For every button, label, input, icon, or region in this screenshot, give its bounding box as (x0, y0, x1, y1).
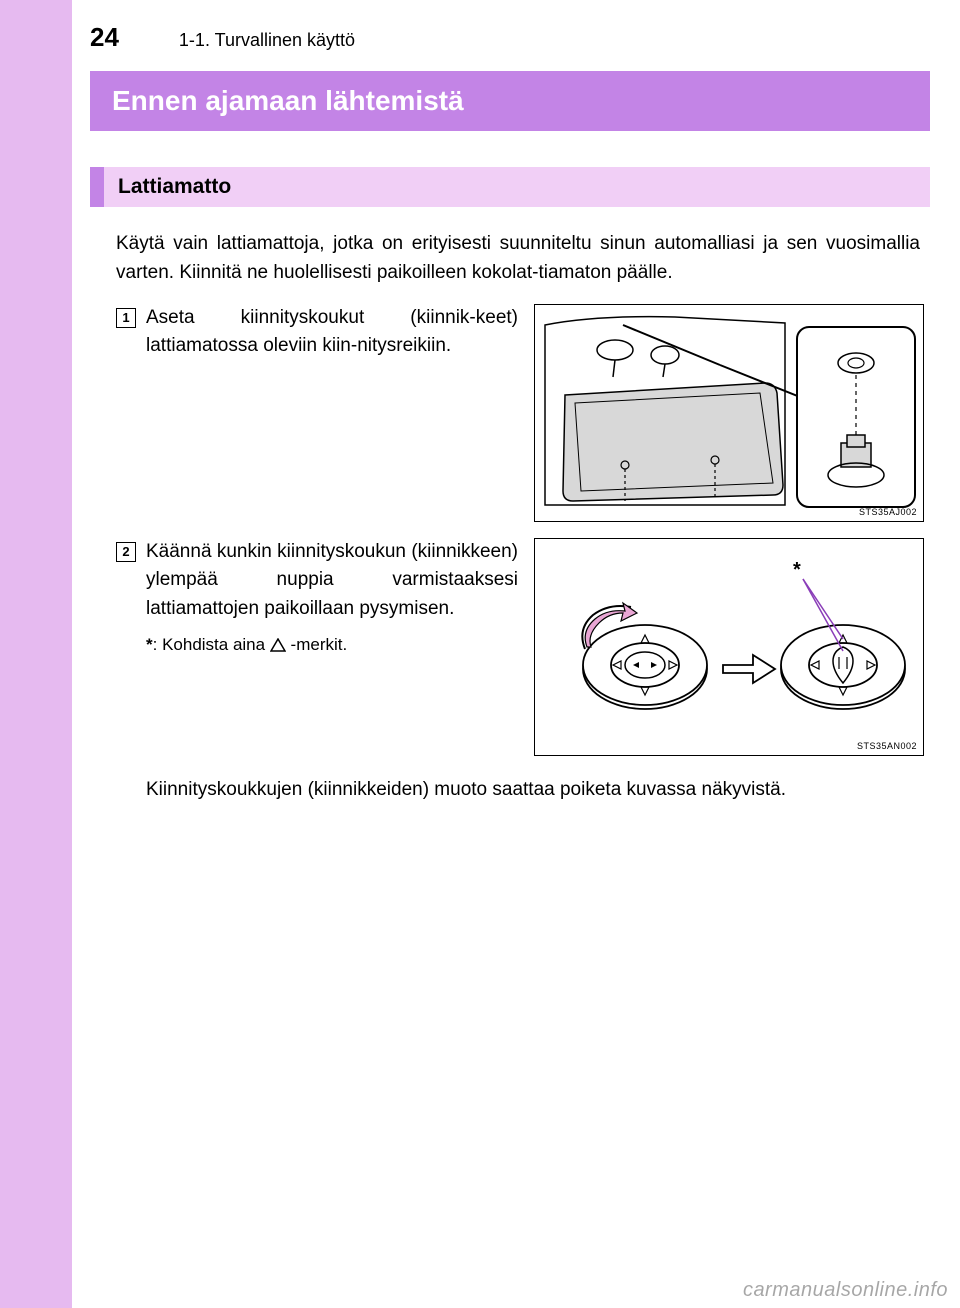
closing-paragraph: Kiinnityskoukkujen (kiinnikkeiden) muoto… (146, 776, 920, 805)
figure-code: STS35AJ002 (859, 507, 917, 517)
subheading-accent (90, 167, 104, 207)
step-text: Aseta kiinnityskoukut (kiinnik-keet) lat… (146, 304, 518, 361)
watermark: carmanualsonline.info (743, 1279, 948, 1302)
subheading-body: Lattiamatto (104, 167, 930, 207)
page-title: Ennen ajamaan lähtemistä (112, 85, 908, 117)
step-row: 1 Aseta kiinnityskoukut (kiinnik-keet) l… (116, 304, 924, 522)
title-bar: Ennen ajamaan lähtemistä (90, 71, 930, 131)
step-footnote: *: Kohdista aina -merkit. (146, 633, 518, 657)
subheading: Lattiamatto (90, 167, 930, 207)
page-content: 24 1-1. Turvallinen käyttö Ennen ajamaan… (72, 0, 960, 804)
step-text: Käännä kunkin kiinnityskoukun (kiinnikke… (146, 538, 518, 624)
figure-star-label: * (793, 559, 801, 582)
page-header: 24 1-1. Turvallinen käyttö (90, 0, 930, 65)
step-text-column: 2 Käännä kunkin kiinnityskoukun (kiinnik… (116, 538, 518, 657)
step-row: 2 Käännä kunkin kiinnityskoukun (kiinnik… (116, 538, 924, 756)
figure-floor-mat: STS35AJ002 (534, 304, 924, 522)
footnote-text-before: : Kohdista aina (153, 635, 270, 654)
figure-code: STS35AN002 (857, 741, 917, 751)
sidebar-accent (0, 0, 72, 1308)
step-text-column: 1 Aseta kiinnityskoukut (kiinnik-keet) l… (116, 304, 518, 361)
page-number: 24 (90, 22, 119, 53)
footnote-text-after: -merkit. (286, 635, 347, 654)
triangle-icon (270, 638, 286, 652)
step-marker: 1 (116, 308, 136, 328)
step-marker: 2 (116, 542, 136, 562)
footnote-star: * (146, 635, 153, 654)
figure-retainer-knob: * STS35AN002 (534, 538, 924, 756)
intro-paragraph: Käytä vain lattiamattoja, jotka on erity… (116, 229, 920, 288)
subheading-text: Lattiamatto (118, 175, 916, 199)
section-label: 1-1. Turvallinen käyttö (179, 30, 355, 51)
